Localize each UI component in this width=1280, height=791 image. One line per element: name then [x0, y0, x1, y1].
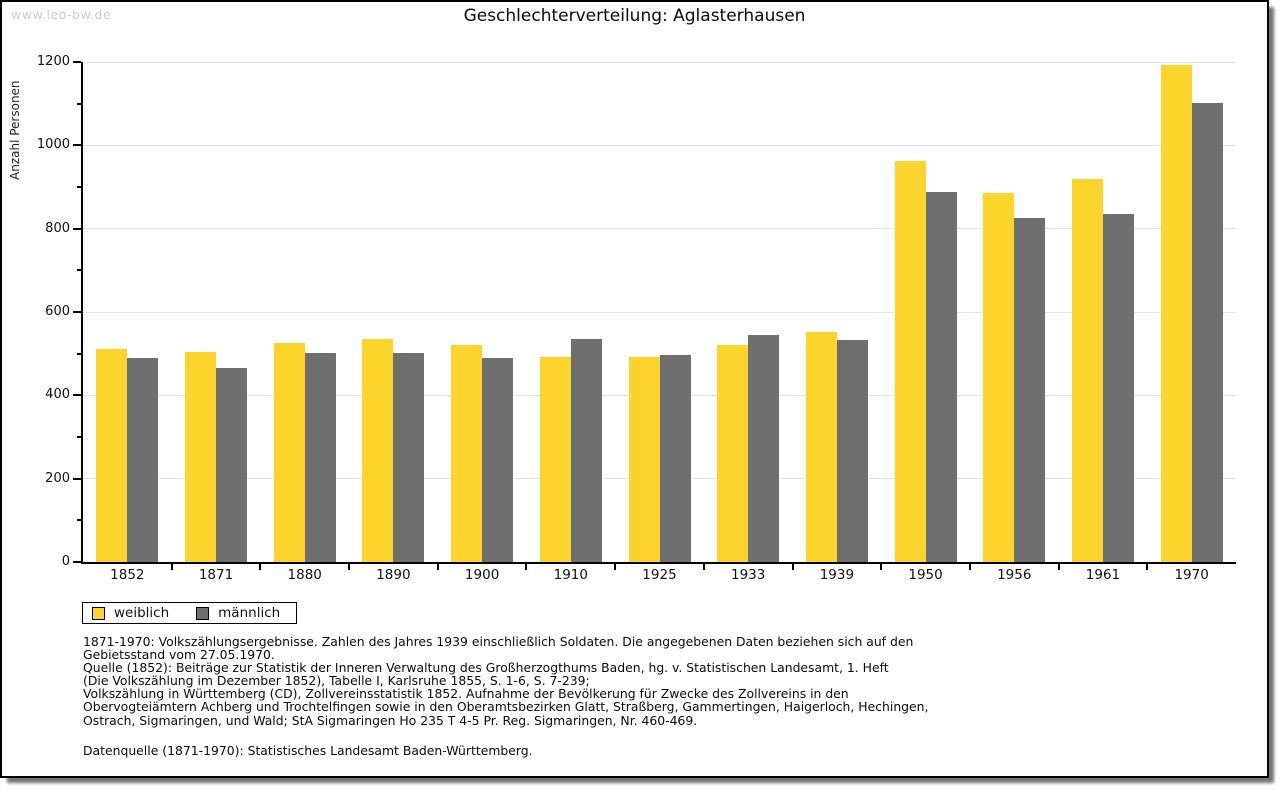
legend-item-männlich: männlich — [196, 605, 280, 621]
chart-title: Geschlechterverteilung: Aglasterhausen — [463, 6, 806, 26]
y-tick — [73, 394, 81, 397]
y-tick-label: 200 — [45, 470, 70, 486]
x-tick-label: 1956 — [997, 567, 1032, 583]
bar-weiblich-1900 — [451, 345, 483, 562]
y-tick — [77, 519, 81, 522]
x-tick-label: 1880 — [287, 567, 322, 583]
y-tick — [77, 436, 81, 438]
bar-weiblich-1880 — [273, 342, 305, 562]
bar-weiblich-1970 — [1160, 64, 1192, 562]
bar-männlich-1939 — [836, 339, 868, 562]
bar-weiblich-1956 — [983, 192, 1015, 562]
x-tick — [170, 564, 173, 570]
x-tick — [1057, 564, 1060, 570]
x-tick — [880, 564, 883, 570]
gridline — [83, 311, 1236, 313]
x-tick-label: 1910 — [553, 567, 588, 583]
bar-männlich-1890 — [393, 352, 425, 562]
gridline — [83, 144, 1236, 146]
x-tick-label: 1970 — [1174, 567, 1209, 583]
bar-weiblich-1910 — [539, 356, 571, 562]
x-tick-label: 1939 — [819, 567, 855, 583]
legend-item-weiblich: weiblich — [92, 605, 169, 621]
bar-männlich-1925 — [659, 355, 691, 562]
gridline — [83, 61, 1236, 63]
x-tick — [702, 564, 705, 570]
x-tick-label: 1871 — [198, 567, 234, 583]
bar-männlich-1956 — [1014, 217, 1046, 562]
y-tick-label: 600 — [45, 304, 70, 319]
x-tick-label: 1925 — [642, 567, 677, 583]
x-tick — [436, 564, 439, 570]
x-tick — [348, 564, 351, 570]
bar-weiblich-1925 — [628, 356, 660, 562]
y-tick — [77, 269, 81, 272]
legend-swatch-icon — [92, 606, 105, 620]
y-tick — [73, 227, 81, 230]
bar-männlich-1880 — [304, 352, 336, 562]
y-tick-label: 1200 — [36, 54, 70, 69]
y-tick — [73, 561, 81, 563]
y-tick — [77, 102, 81, 105]
y-tick-label: 0 — [61, 554, 70, 569]
bar-weiblich-1852 — [96, 348, 128, 562]
legend-label: männlich — [218, 605, 281, 621]
bar-männlich-1852 — [127, 357, 159, 562]
watermark: www.leo-bw.de — [11, 7, 112, 22]
x-tick-label: 1933 — [731, 567, 766, 583]
y-tick — [73, 61, 81, 63]
y-tick-label: 400 — [45, 387, 70, 403]
x-tick — [259, 564, 262, 570]
bar-weiblich-1933 — [717, 345, 749, 562]
x-tick — [525, 564, 528, 570]
bar-männlich-1900 — [482, 357, 514, 562]
x-tick — [968, 564, 971, 570]
bar-weiblich-1890 — [362, 338, 394, 562]
legend: weiblich männlich — [82, 602, 298, 624]
y-tick — [73, 144, 81, 147]
bar-weiblich-1871 — [185, 352, 217, 562]
gridline — [83, 228, 1236, 230]
y-tick — [73, 477, 81, 480]
bar-weiblich-1950 — [894, 161, 926, 562]
y-axis-label: Anzahl Personen — [8, 80, 22, 180]
bar-männlich-1871 — [216, 367, 248, 562]
bar-männlich-1961 — [1102, 214, 1134, 562]
x-tick-label: 1900 — [464, 567, 500, 583]
data-source-note: Datenquelle (1871-1970): Statistisches L… — [83, 743, 533, 758]
x-tick-label: 1890 — [376, 567, 411, 583]
bar-weiblich-1961 — [1071, 178, 1103, 562]
legend-swatch-icon — [196, 606, 210, 620]
plot-area: 1852 1871 1880 1890 1900 1910 1925 1933 1939 1950… — [81, 61, 1236, 583]
y-tick-label: 1000 — [36, 137, 70, 153]
bar-weiblich-1939 — [805, 332, 837, 562]
x-tick — [1146, 564, 1149, 570]
bar-männlich-1933 — [748, 335, 780, 562]
footnotes: 1871-1970: Volkszählungsergebnisse. Zahl… — [83, 634, 929, 728]
y-tick — [77, 352, 81, 355]
x-tick — [614, 564, 617, 570]
y-tick-label: 800 — [45, 220, 70, 236]
bar-männlich-1970 — [1191, 103, 1223, 562]
y-tick — [77, 186, 81, 188]
x-tick — [791, 564, 794, 570]
legend-label: weiblich — [114, 605, 170, 621]
y-tick — [73, 311, 81, 313]
x-tick-label: 1961 — [1085, 567, 1121, 583]
bar-männlich-1950 — [925, 192, 957, 562]
x-tick-label: 1950 — [908, 567, 943, 583]
bar-männlich-1910 — [570, 338, 602, 562]
x-tick-label: 1852 — [110, 567, 145, 583]
chart-frame: www.leo-bw.de Geschlechterverteilung: Ag… — [0, 0, 1269, 778]
